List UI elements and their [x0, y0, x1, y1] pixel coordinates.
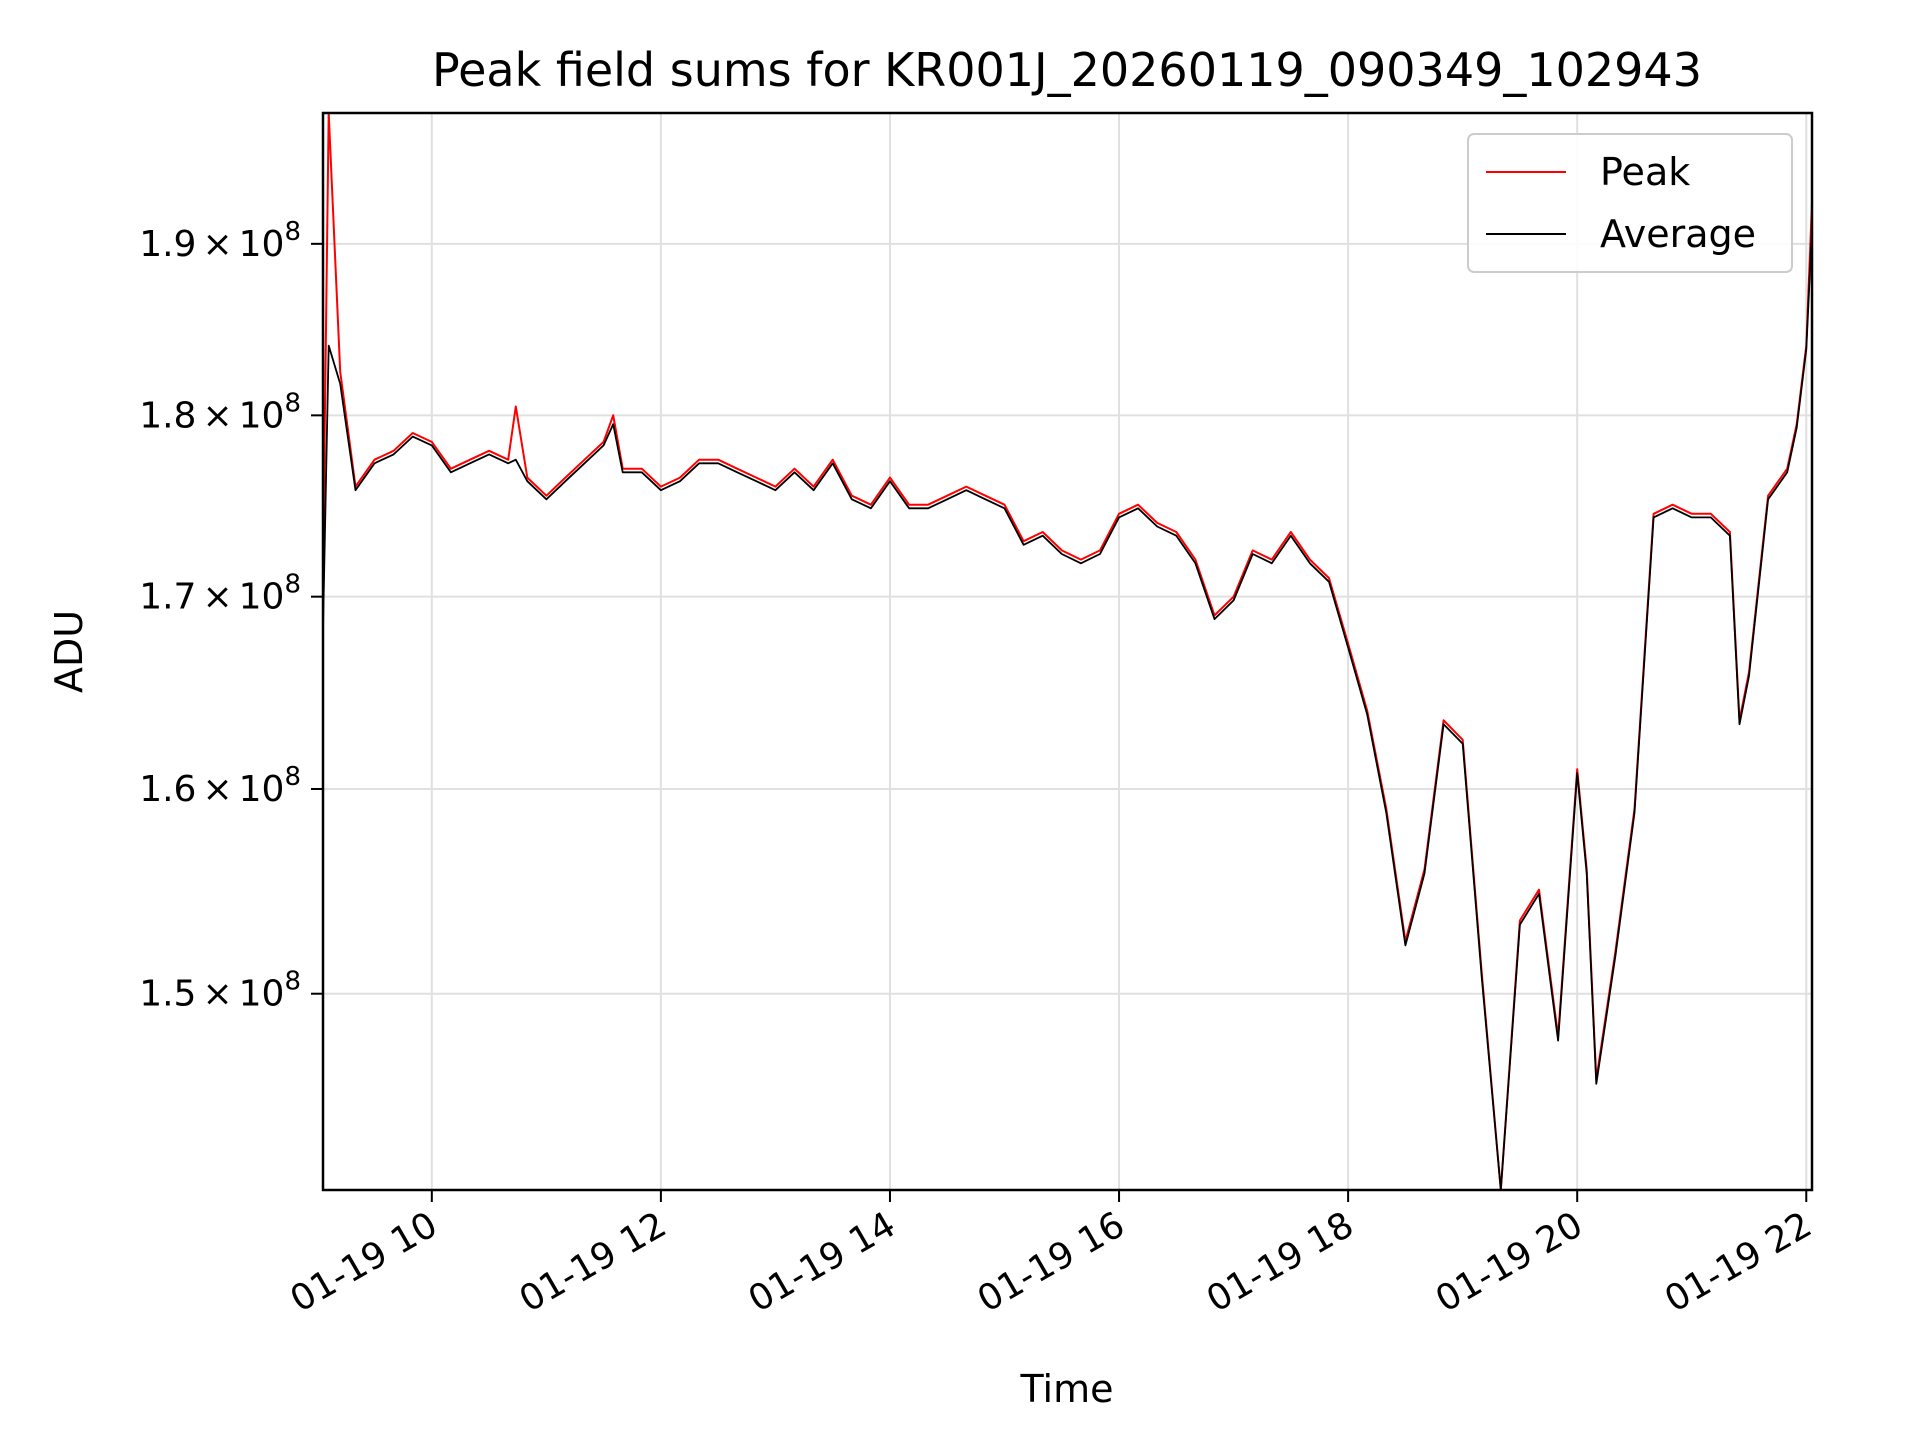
y-tick-label: 1.7 × 108	[139, 570, 301, 618]
y-tick-base: 10	[239, 395, 285, 436]
legend-label-average: Average	[1600, 212, 1756, 256]
y-tick-base: 10	[239, 769, 285, 810]
y-tick-mantissa: 1.7	[139, 577, 196, 618]
y-tick-exponent: 8	[284, 570, 301, 600]
y-tick-label: 1.5 × 108	[139, 967, 301, 1015]
y-tick-label: 1.9 × 108	[139, 217, 301, 265]
legend: Peak Average	[1467, 133, 1793, 273]
plot-frame	[321, 111, 1814, 1192]
y-tick-times: ×	[202, 769, 232, 810]
y-tick-exponent: 8	[284, 762, 301, 792]
y-tick-times: ×	[202, 974, 232, 1015]
x-axis-label: Time	[1020, 1367, 1114, 1411]
y-tick-mantissa: 1.5	[139, 974, 196, 1015]
y-tick-exponent: 8	[284, 217, 301, 247]
chart-title: Peak field sums for KR001J_20260119_0903…	[432, 43, 1702, 97]
y-tick-label: 1.6 × 108	[139, 762, 301, 810]
grid	[323, 113, 1812, 1190]
legend-label-peak: Peak	[1600, 150, 1690, 194]
y-tick-base: 10	[239, 224, 285, 265]
y-tick-mantissa: 1.9	[139, 224, 196, 265]
y-tick-label: 1.8 × 108	[139, 388, 301, 436]
y-tick-base: 10	[239, 577, 285, 618]
y-tick-exponent: 8	[284, 388, 301, 418]
y-tick-times: ×	[202, 395, 232, 436]
y-tick-times: ×	[202, 224, 232, 265]
series-lines	[322, 112, 1813, 1191]
series-line-average	[322, 227, 1813, 1191]
y-axis-label: ADU	[47, 610, 91, 693]
y-tick-exponent: 8	[284, 967, 301, 997]
y-tick-mantissa: 1.8	[139, 395, 196, 436]
y-tick-times: ×	[202, 577, 232, 618]
y-tick-mantissa: 1.6	[139, 769, 196, 810]
y-tick-base: 10	[239, 974, 285, 1015]
legend-box	[1467, 133, 1793, 273]
